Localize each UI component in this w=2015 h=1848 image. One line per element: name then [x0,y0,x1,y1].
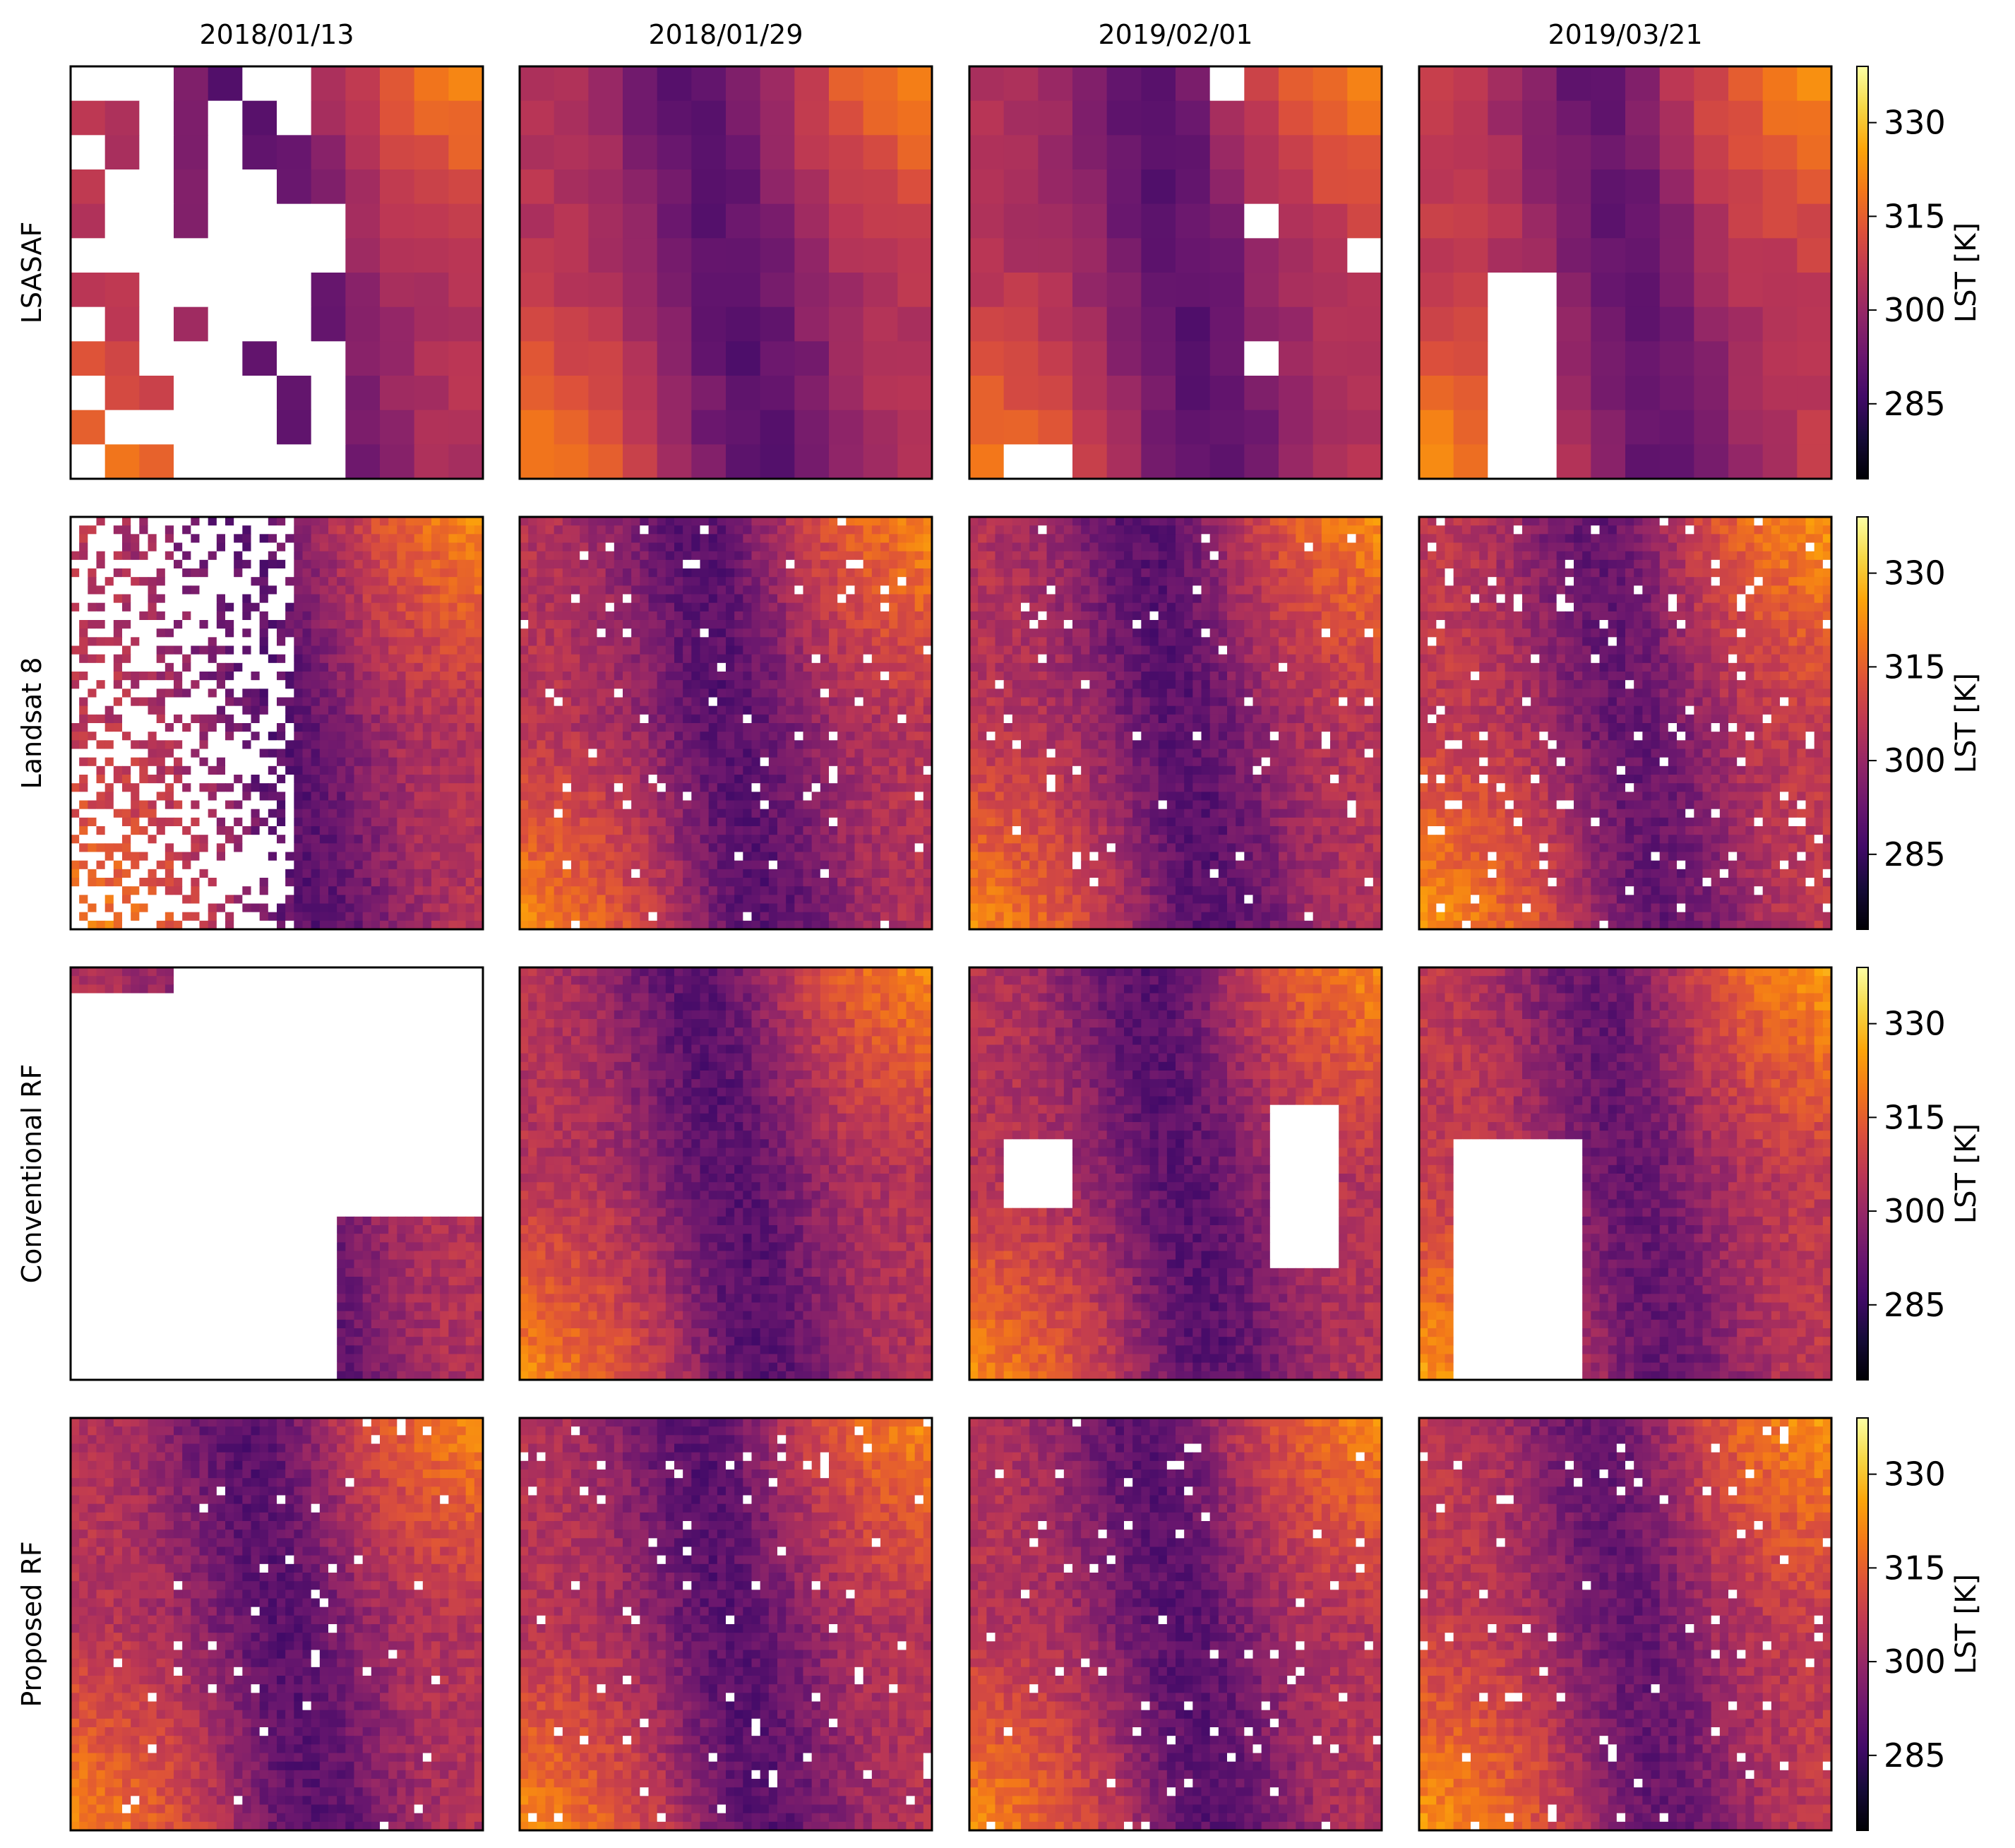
panel-r2-c1 [71,517,484,930]
colorbar-tick-label: 300 [1884,741,1946,780]
column-titles: 2018/01/13 2018/01/29 2019/02/01 2019/03/21 [199,19,1702,50]
column-title: 2019/02/01 [1098,19,1252,50]
column-title: 2019/03/21 [1548,19,1702,50]
row-label: Conventional RF [16,1064,47,1284]
panel-r1-c4 [1419,66,1832,479]
panel-r2-c3 [969,517,1382,930]
panel-r3-c4 [1419,967,1832,1381]
colorbar-tick-label: 330 [1884,554,1946,592]
colorbar-gradient [1857,517,1868,929]
column-title: 2018/01/13 [199,19,354,50]
colorbar-label: LST [K] [1950,222,1983,323]
colorbar-tick-label: 285 [1884,1286,1946,1324]
colorbar-tick-label: 330 [1884,1455,1946,1494]
panel-r4-c3 [969,1418,1382,1831]
colorbar-gradient [1857,66,1868,479]
row-label: LSASAF [16,222,47,324]
colorbar-tick-label: 315 [1884,1549,1946,1587]
colorbar-gradient [1857,967,1868,1380]
colorbar-row-3: 330 315 300 285 LST [K] [1857,967,1983,1380]
colorbar-tick-label: 315 [1884,1098,1946,1136]
colorbar-tick-label: 300 [1884,1643,1946,1681]
row-label: Landsat 8 [16,657,47,789]
colorbar-label: LST [K] [1950,673,1983,773]
column-title: 2018/01/29 [648,19,803,50]
colorbar-tick-label: 285 [1884,1736,1946,1775]
colorbar-tick-label: 330 [1884,104,1946,142]
colorbar-tick-label: 315 [1884,648,1946,686]
panel-r3-c3 [969,967,1382,1381]
colorbar-row-1: 330 315 300 285 LST [K] [1857,66,1983,479]
row-labels: LSASAF Landsat 8 Conventional RF Proposed R… [16,222,47,1707]
panel-r3-c1 [71,967,484,1381]
colorbar-gradient [1857,1418,1868,1830]
panel-r2-c2 [520,517,933,930]
colorbar-row-4: 330 315 300 285 LST [K] [1857,1418,1983,1830]
colorbar-label: LST [K] [1950,1574,1983,1674]
colorbar-tick-label: 300 [1884,1192,1946,1230]
row-label: Proposed RF [16,1541,47,1707]
colorbar-tick-label: 300 [1884,291,1946,329]
colorbar-tick-label: 285 [1884,835,1946,874]
colorbar-tick-label: 315 [1884,197,1946,235]
panel-r1-c2 [520,66,933,479]
panel-r2-c4 [1419,517,1832,930]
colorbar-label: LST [K] [1950,1123,1983,1224]
panel-r1-c3 [969,66,1382,479]
colorbar-tick-label: 330 [1884,1005,1946,1043]
map-panels [71,66,1832,1831]
colorbar-row-2: 330 315 300 285 LST [K] [1857,517,1983,929]
panel-r3-c2 [520,967,933,1381]
panel-r4-c4 [1419,1418,1832,1831]
panel-r1-c1 [71,66,484,479]
colorbar-tick-label: 285 [1884,385,1946,423]
panel-r4-c1 [71,1418,484,1831]
panel-r4-c2 [520,1418,933,1831]
